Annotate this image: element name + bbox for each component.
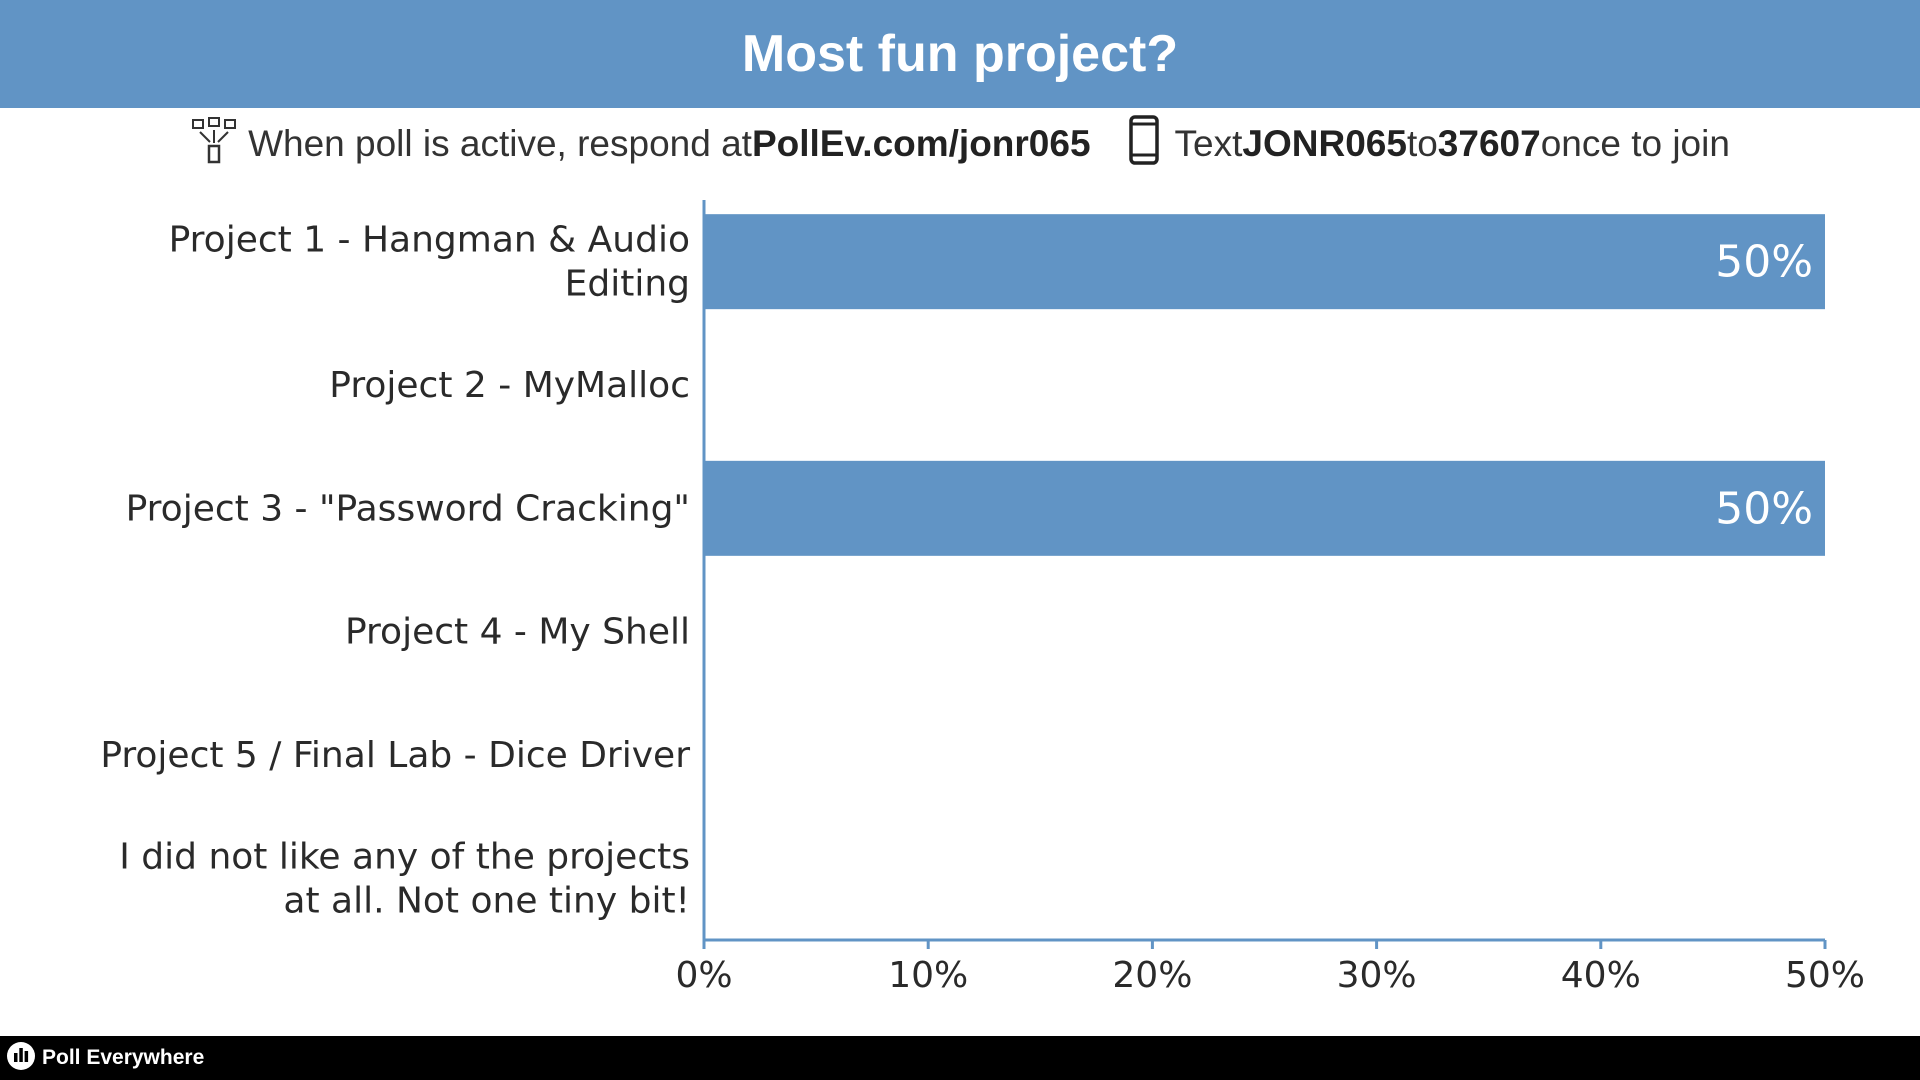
bar-value-label-1: 50% bbox=[1715, 237, 1813, 288]
text-code: JONR065 bbox=[1242, 123, 1407, 164]
x-tick-label-50: 50% bbox=[1785, 955, 1865, 996]
bar-3 bbox=[704, 460, 1825, 556]
category-label-6: I did not like any of the projects at all… bbox=[119, 836, 690, 921]
x-tick-label-10: 10% bbox=[888, 955, 968, 996]
category-label-1: Project 1 - Hangman & Audio Editing bbox=[169, 220, 690, 305]
poll-url: PollEv.com/jonr065 bbox=[751, 123, 1091, 164]
phone-icon bbox=[1128, 114, 1159, 174]
text-instruction-prefix: Text bbox=[1174, 123, 1243, 164]
web-instruction-text: When poll is active, respond at bbox=[248, 123, 752, 164]
x-tick-label-40: 40% bbox=[1561, 955, 1641, 996]
header-bar: Most fun project? bbox=[0, 0, 1920, 108]
text-instruction-to: to bbox=[1406, 123, 1438, 164]
category-label-2: Project 2 - MyMalloc bbox=[329, 365, 690, 406]
poll-everywhere-logo-icon bbox=[6, 1041, 36, 1076]
text-number: 37607 bbox=[1437, 123, 1541, 164]
x-tick-label-20: 20% bbox=[1112, 955, 1192, 996]
category-label-4: Project 4 - My Shell bbox=[345, 612, 690, 653]
bar-1 bbox=[704, 214, 1825, 310]
response-instructions: When poll is active, respond at PollEv.c… bbox=[0, 112, 1920, 176]
x-tick-label-0: 0% bbox=[675, 955, 732, 996]
footer-bar: Poll Everywhere bbox=[0, 1036, 1920, 1080]
results-chart: 50% 50% Project 1 - Hangman & Audio Editing… bbox=[100, 200, 1865, 996]
bar-value-label-3: 50% bbox=[1715, 483, 1813, 534]
poll-title: Most fun project? bbox=[741, 25, 1179, 83]
category-label-5: Project 5 / Final Lab - Dice Driver bbox=[100, 735, 690, 776]
devices-icon bbox=[190, 116, 238, 173]
category-label-3: Project 3 - "Password Cracking" bbox=[126, 488, 690, 529]
text-instruction-suffix: once to join bbox=[1540, 123, 1730, 164]
brand-name: Poll Everywhere bbox=[42, 1046, 205, 1069]
x-tick-label-30: 30% bbox=[1337, 955, 1417, 996]
